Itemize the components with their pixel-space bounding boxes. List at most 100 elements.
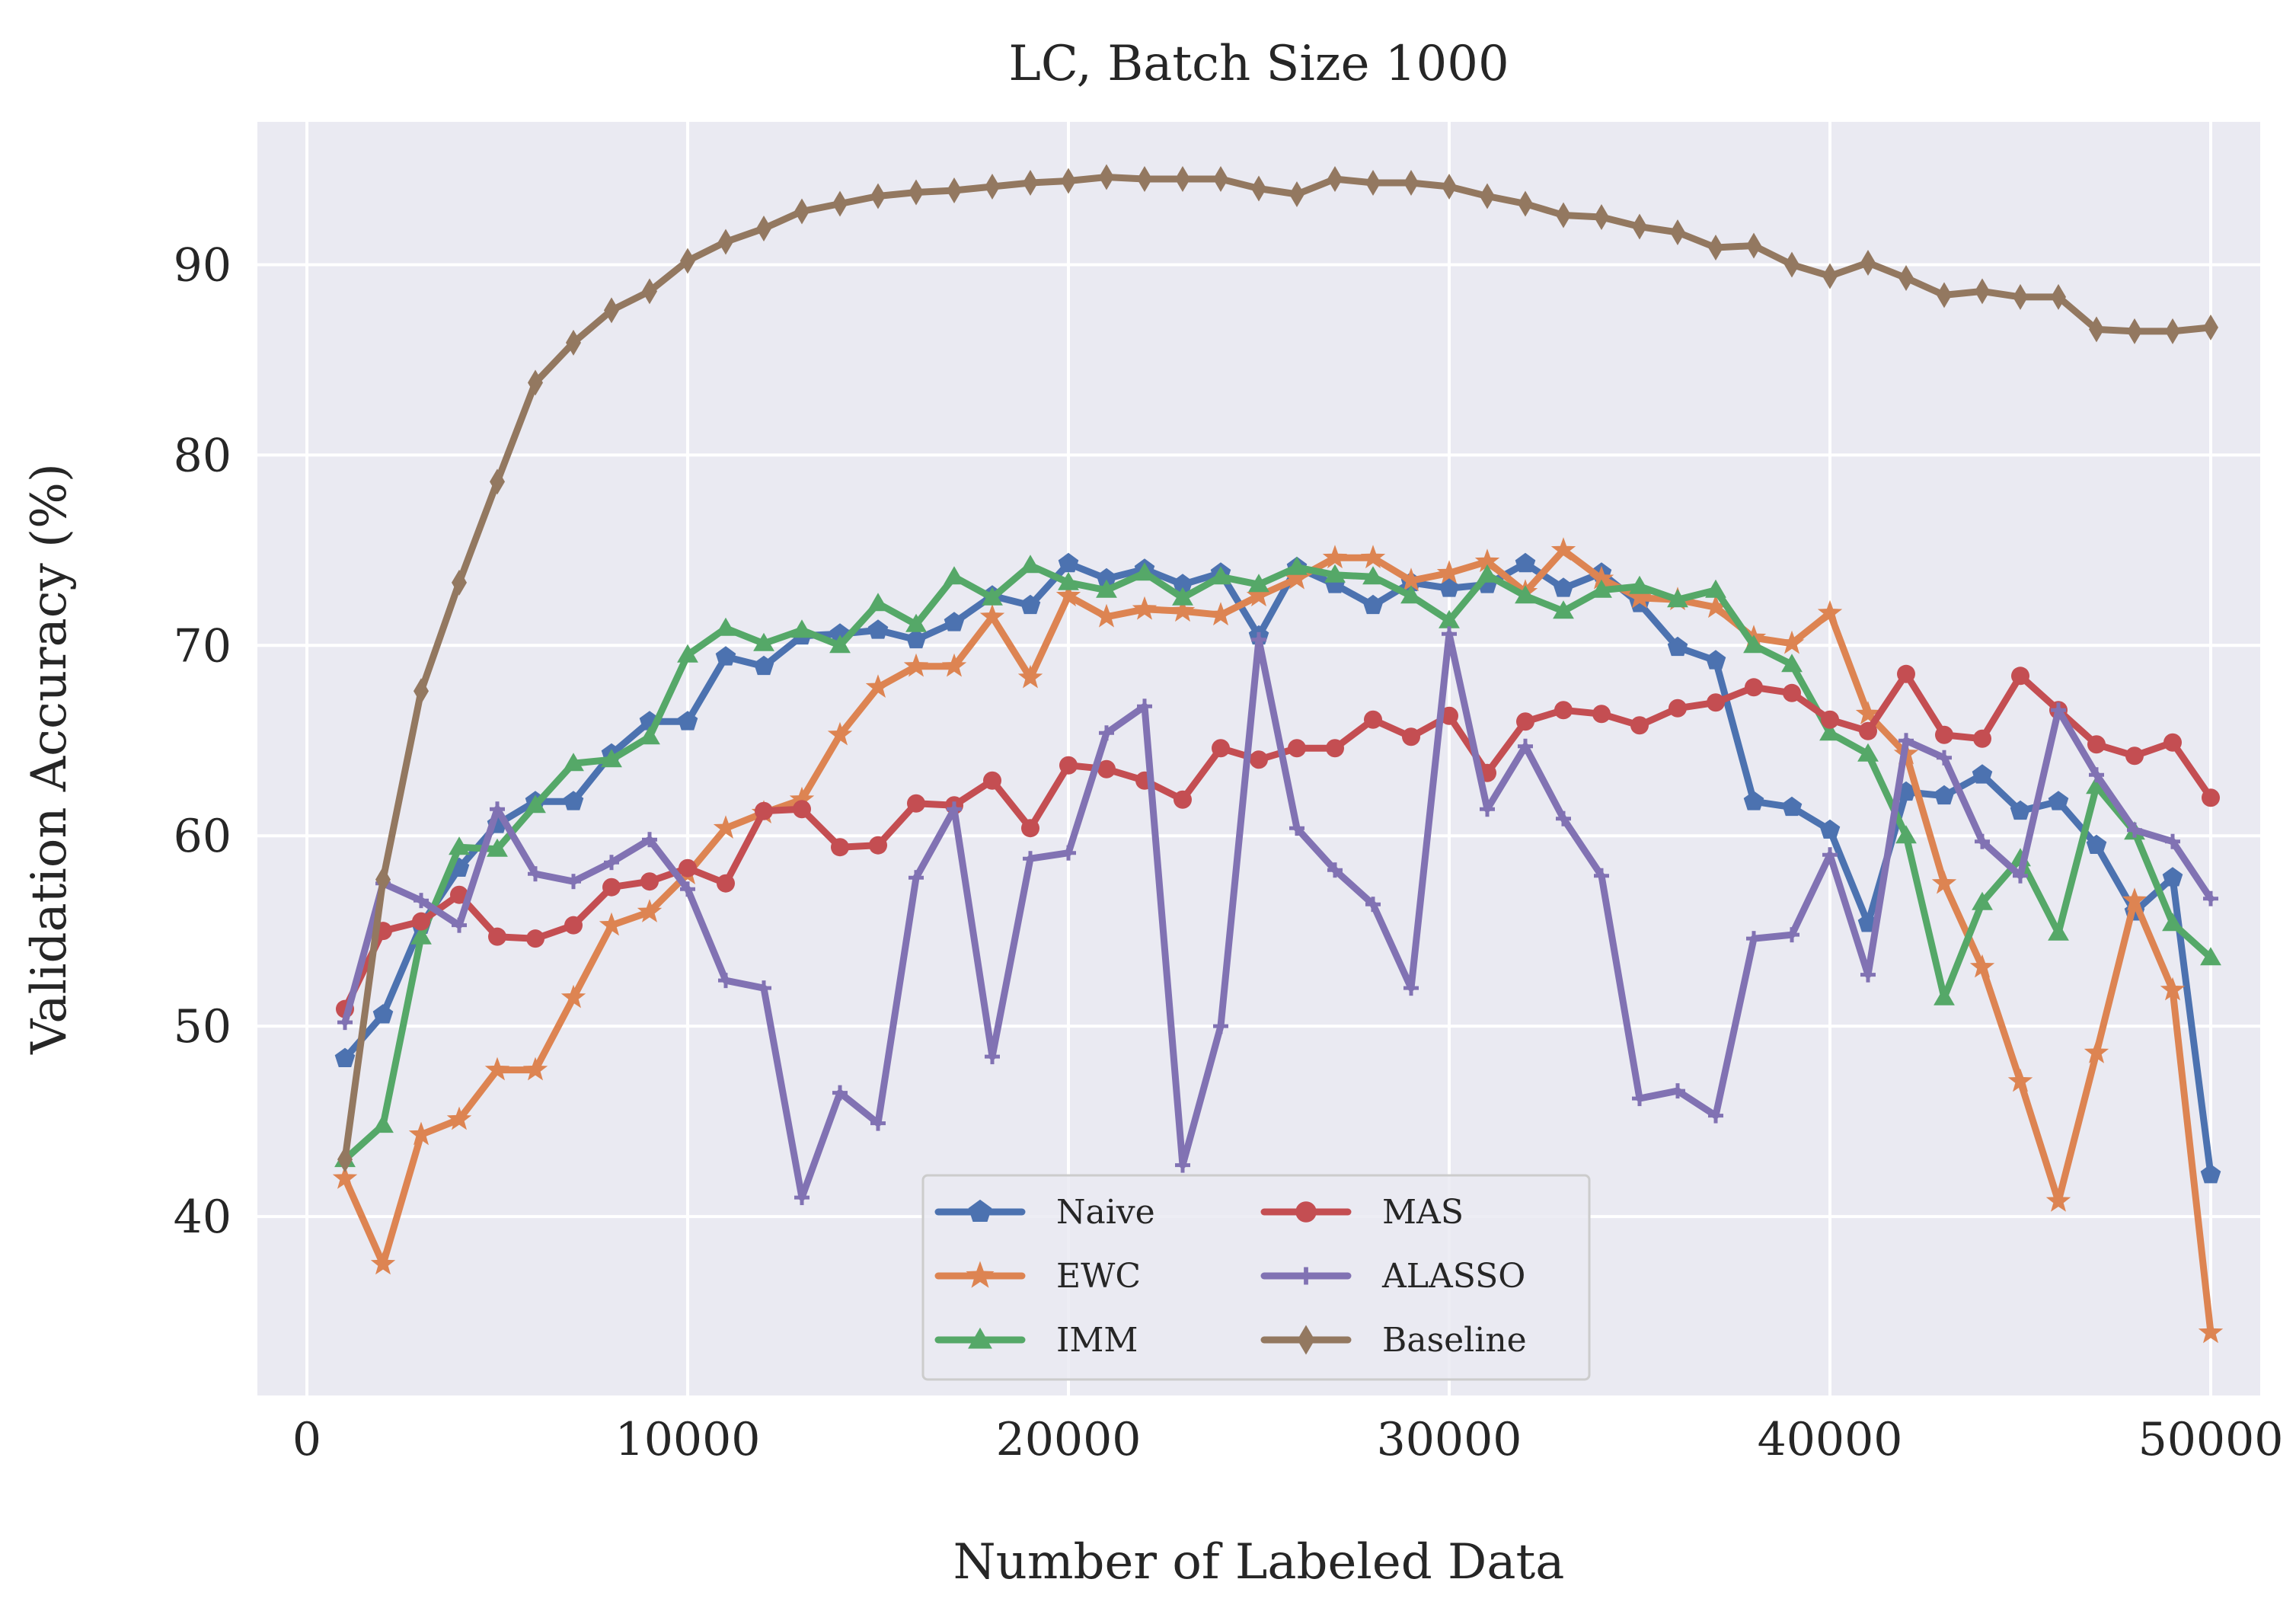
imm-point [1058,571,1079,590]
mas-point [1859,721,1877,740]
alasso-point [1251,631,1266,647]
baseline-point [1061,168,1076,194]
mas-point [564,916,583,935]
ewc-line [341,546,2215,1336]
baseline-point [2089,316,2104,343]
alasso-point [1327,862,1343,878]
ewc-point [408,1121,434,1146]
naive-point [372,1004,394,1024]
legend-label-ewc: EWC [1056,1257,1141,1296]
x-tick-label: 50000 [2138,1413,2284,1466]
ewc-point [1398,567,1424,592]
mas-point [1745,678,1763,697]
baseline-point [1213,165,1228,192]
ewc-point [941,653,967,677]
legend-marker-mas [1295,1201,1317,1223]
legend-label-imm: IMM [1056,1321,1138,1360]
baseline-point [1251,175,1266,202]
alasso-point [1023,851,1038,867]
naive-point [1972,764,1993,784]
baseline-point [794,198,810,225]
imm-point [2162,913,2183,932]
legend-item-baseline: Baseline [1260,1321,1527,1360]
alasso-point [832,1085,848,1101]
imm-point [867,593,889,612]
legend-item-ewc: EWC [934,1257,1141,1296]
baseline-point [1137,165,1152,192]
baseline-point [1784,251,1799,278]
mas-point [1288,739,1306,758]
baseline-point [1822,263,1838,289]
series-ewc [332,537,2224,1344]
y-tick-label: 60 [174,810,232,863]
alasso-point [947,801,962,817]
alasso-point [1213,1018,1228,1034]
mas-point [1592,705,1611,724]
alasso-point [1061,845,1076,861]
ewc-point [1208,602,1234,626]
mas-point [2125,746,2144,766]
naive-point [2010,800,2031,820]
imm-point [2200,947,2221,966]
alasso-point [1937,750,1952,766]
imm-point [639,726,660,745]
legend-marker-imm [968,1327,992,1349]
naive-point [867,619,889,639]
naive-point [1781,796,1803,817]
imm-point [1972,891,1993,910]
alasso-point [1289,820,1304,836]
mas-point [1021,819,1039,838]
ewc-point [1855,701,1881,724]
alasso-point [2165,833,2180,849]
imm-point [449,836,470,855]
alasso-point [1822,847,1838,863]
ewc-point [865,674,891,698]
mas-point [450,885,468,904]
ewc-point [332,1165,358,1189]
imm-point [1515,585,1536,604]
baseline-line [341,174,2215,1163]
ewc-point [522,1057,548,1081]
alasso-point [452,917,467,933]
baseline-point [566,329,581,356]
ewc-point [2084,1040,2109,1063]
mas-point [1630,716,1649,735]
tick-labels: 0 10000 20000 30000 40000 50000 40 50 60 70 80 90 [174,238,2284,1466]
naive-point [1058,552,1079,573]
legend-label-naive: Naive [1056,1193,1155,1232]
mas-point [1440,706,1458,725]
baseline-point [1708,234,1723,261]
naive-point [1667,636,1688,657]
mas-point [1973,729,1991,748]
imm-line [341,561,2215,1163]
imm-point [563,753,584,772]
baseline-point [2013,283,2028,310]
alasso-point [985,1049,1000,1065]
x-tick-label: 30000 [1377,1413,1522,1466]
alasso-point [1137,699,1152,714]
imm-point [372,1114,394,1133]
baseline-point [414,678,429,705]
mas-point [869,836,887,855]
mas-point [1669,699,1687,718]
ewc-point [1627,584,1653,609]
ewc-point [1284,565,1310,590]
mas-point [1516,712,1534,731]
ewc-point [1017,664,1043,689]
naive-point [1172,574,1193,593]
ewc-point [1474,548,1500,573]
naive-point [715,646,736,666]
ewc-point [1094,603,1119,628]
naive-point [1096,567,1117,588]
imm-point [2086,775,2107,794]
baseline-point [832,190,848,217]
series-alasso [337,626,2218,1206]
imm-point [1667,589,1688,608]
x-tick-label: 20000 [996,1413,1142,1466]
imm-point [601,749,622,768]
ewc-point [2045,1188,2071,1212]
imm-point [1362,566,1384,585]
naive-point [1705,650,1726,670]
mas-point [983,771,1001,790]
baseline-point [528,369,543,396]
